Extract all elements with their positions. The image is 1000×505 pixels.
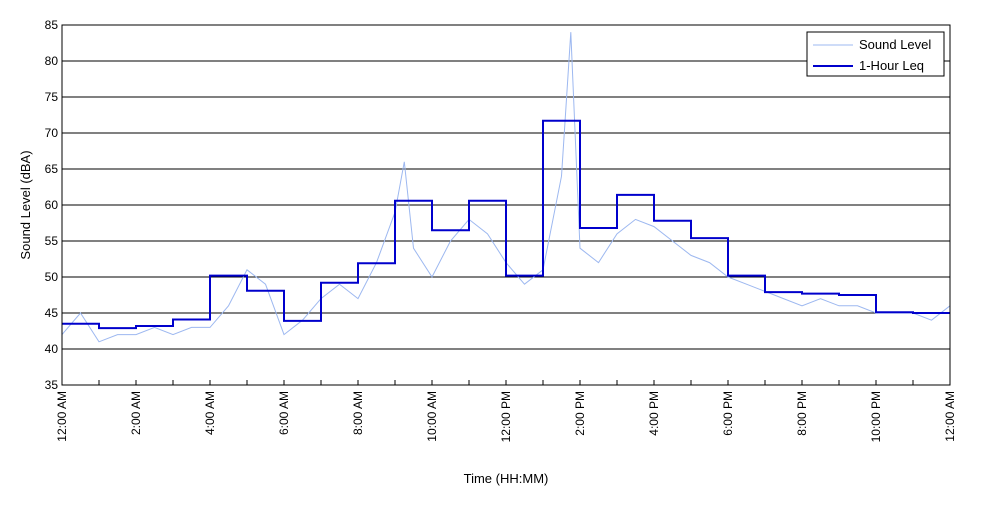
x-axis-title: Time (HH:MM) bbox=[464, 471, 549, 486]
legend-box bbox=[806, 31, 945, 77]
y-tick-label: 65 bbox=[45, 162, 59, 176]
legend-label-sound-level: Sound Level bbox=[859, 37, 931, 52]
legend: Sound Level 1-Hour Leq bbox=[806, 31, 945, 77]
y-tick-label: 70 bbox=[45, 126, 59, 140]
x-tick-label: 10:00 PM bbox=[869, 391, 883, 442]
x-tick-label: 4:00 AM bbox=[203, 391, 217, 435]
x-tick-label: 12:00 PM bbox=[499, 391, 513, 442]
x-tick-label: 8:00 PM bbox=[795, 391, 809, 436]
y-tick-label: 60 bbox=[45, 198, 59, 212]
x-tick-label: 10:00 AM bbox=[425, 391, 439, 442]
y-tick-label: 75 bbox=[45, 90, 59, 104]
legend-label-1-hour-leq: 1-Hour Leq bbox=[859, 58, 924, 73]
x-tick-label: 4:00 PM bbox=[647, 391, 661, 436]
x-tick-label: 2:00 AM bbox=[129, 391, 143, 435]
series-layer bbox=[61, 32, 951, 343]
y-tick-label: 35 bbox=[45, 378, 59, 392]
y-axis-title: Sound Level (dBA) bbox=[18, 150, 33, 259]
axis-ticks: 35 40 45 50 55 60 65 70 75 80 85 12:00 AM 2:00 AM 4:0… bbox=[45, 18, 957, 442]
y-tick-label: 85 bbox=[45, 18, 59, 32]
x-tick-label: 8:00 AM bbox=[351, 391, 365, 435]
x-tick-label: 12:00 AM bbox=[943, 391, 957, 442]
x-tick-label: 2:00 PM bbox=[573, 391, 587, 436]
y-tick-label: 50 bbox=[45, 270, 59, 284]
x-tick-label: 12:00 AM bbox=[55, 391, 69, 442]
leq-step-line bbox=[62, 119, 950, 330]
y-tick-label: 40 bbox=[45, 342, 59, 356]
y-tick-label: 55 bbox=[45, 234, 59, 248]
x-tick-label: 6:00 AM bbox=[277, 391, 291, 435]
y-tick-label: 45 bbox=[45, 306, 59, 320]
x-tick-label: 6:00 PM bbox=[721, 391, 735, 436]
y-tick-label: 80 bbox=[45, 54, 59, 68]
